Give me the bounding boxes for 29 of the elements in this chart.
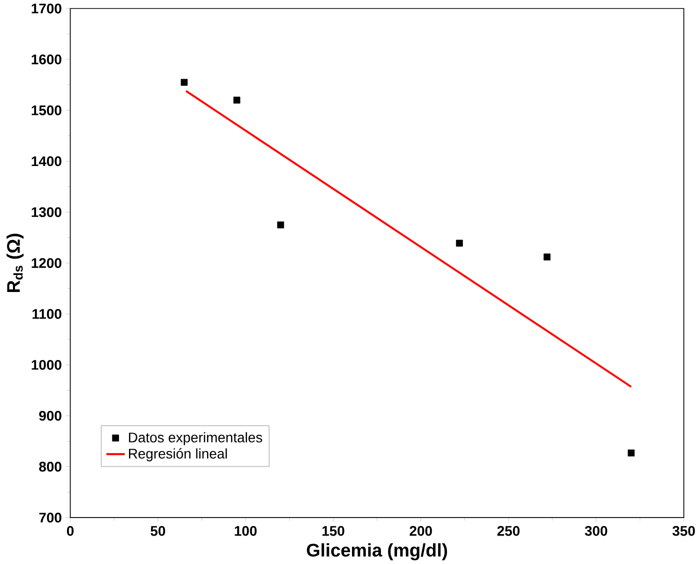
x-tick-label: 100 bbox=[234, 526, 257, 536]
x-tick-label: 200 bbox=[410, 526, 432, 536]
point bbox=[628, 450, 635, 456]
x-tick-label: 300 bbox=[584, 526, 608, 536]
point bbox=[544, 254, 551, 260]
point bbox=[456, 240, 463, 247]
y-tick-label: 900 bbox=[39, 410, 62, 421]
y-tick-label: 1000 bbox=[32, 360, 62, 370]
y-tick-label: 1200 bbox=[32, 258, 62, 268]
point bbox=[233, 96, 240, 104]
legend-label: Regresión lineal bbox=[128, 448, 227, 462]
y-axis-title: R$_{ds}$ (Ω) bbox=[6, 234, 24, 292]
x-tick-label: 50 bbox=[150, 526, 166, 536]
y-tick-label: 1400 bbox=[32, 156, 62, 166]
x-tick-label: 150 bbox=[322, 526, 344, 536]
x-tick-label: 350 bbox=[672, 526, 695, 536]
y-tick-label: 1300 bbox=[32, 207, 62, 218]
point bbox=[180, 78, 188, 86]
x-axis-title: Glicemia (mg/dl) bbox=[306, 543, 448, 560]
y-tick-label: 1700 bbox=[32, 4, 62, 14]
y-tick-label: 1100 bbox=[32, 309, 62, 319]
y-tick-label: 800 bbox=[39, 462, 62, 472]
point bbox=[277, 222, 284, 228]
y-tick-label: 1600 bbox=[32, 54, 62, 64]
x-tick-label: 0 bbox=[66, 526, 74, 536]
y-tick-label: 1500 bbox=[32, 105, 62, 116]
x-tick-label: 250 bbox=[497, 526, 520, 536]
y-tick-label: 700 bbox=[39, 512, 62, 523]
legend-label: Datos experimentales bbox=[128, 432, 262, 446]
